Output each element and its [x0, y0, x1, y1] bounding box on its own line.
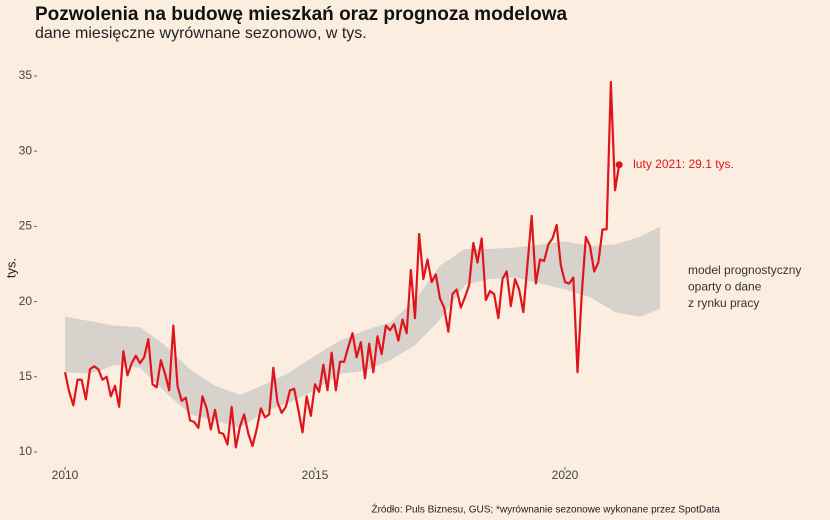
data-line	[63, 80, 621, 449]
source: Źródło: Puls Biznesu, GUS; *wyrównanie s…	[371, 503, 720, 516]
band-label: oparty o dane	[688, 280, 762, 294]
annotation: luty 2021: 29.1 tys.	[633, 157, 734, 171]
y-tick-label: 20	[19, 294, 33, 308]
x-tick-label: 2020	[552, 468, 579, 482]
band-label: model prognostyczny	[688, 263, 801, 277]
y-tick-label: 30	[19, 143, 33, 157]
y-tick-label: 15	[19, 369, 33, 383]
x-tick-label: 2010	[52, 468, 79, 482]
y-tick-label: 25	[19, 219, 33, 233]
y-tick-label: 10	[19, 444, 33, 458]
band-label: z rynku pracy	[688, 296, 759, 310]
y-axis-label: tys.	[3, 258, 18, 278]
y-tick-label: 35	[19, 68, 33, 82]
chart-title: Pozwolenia na budowę mieszkań oraz progn…	[35, 4, 568, 25]
forecast-band	[65, 226, 660, 428]
chart-subtitle: dane miesięczne wyrównane sezonowo, w ty…	[35, 25, 367, 42]
last-point	[615, 161, 623, 169]
x-tick-label: 2015	[302, 468, 329, 482]
